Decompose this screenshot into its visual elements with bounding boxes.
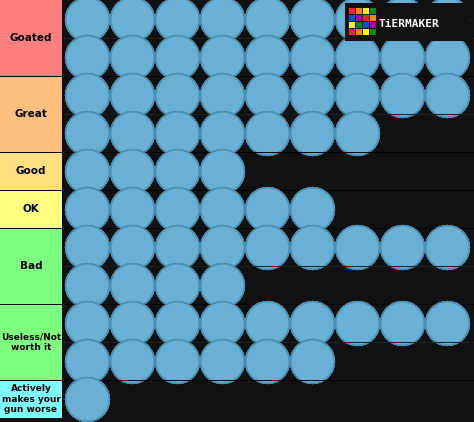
Text: Actively
makes your
gun worse: Actively makes your gun worse xyxy=(1,384,61,414)
Text: Useless/Not
worth it: Useless/Not worth it xyxy=(1,332,61,352)
Text: Goated: Goated xyxy=(10,33,52,43)
Text: TiERMAKER: TiERMAKER xyxy=(379,19,440,29)
Text: OK: OK xyxy=(23,204,39,214)
Text: Great: Great xyxy=(15,109,47,119)
Text: Good: Good xyxy=(16,166,46,176)
Text: Bad: Bad xyxy=(20,261,42,271)
